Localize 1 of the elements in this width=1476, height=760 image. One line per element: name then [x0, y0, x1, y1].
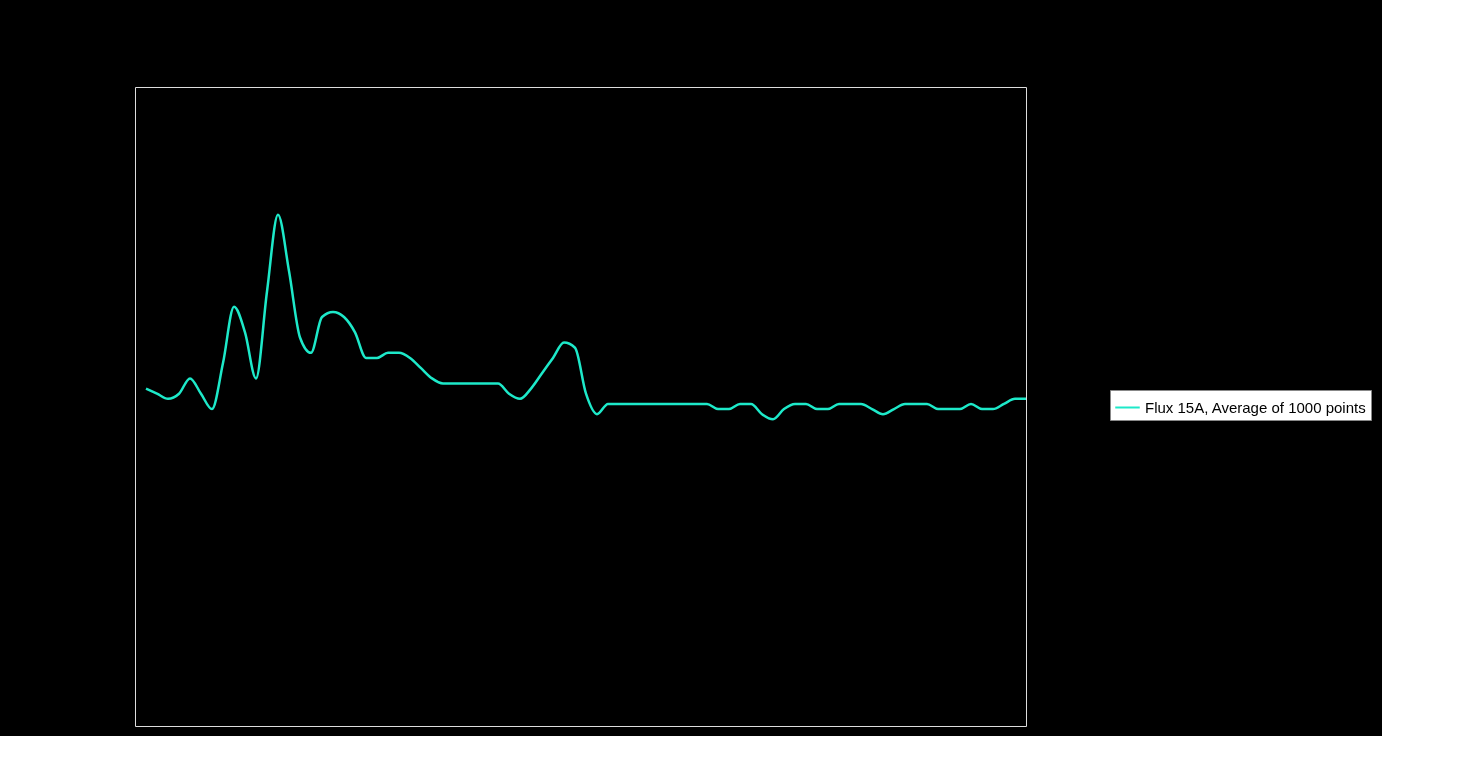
legend-label: Flux 15A, Average of 1000 points: [1145, 398, 1366, 416]
